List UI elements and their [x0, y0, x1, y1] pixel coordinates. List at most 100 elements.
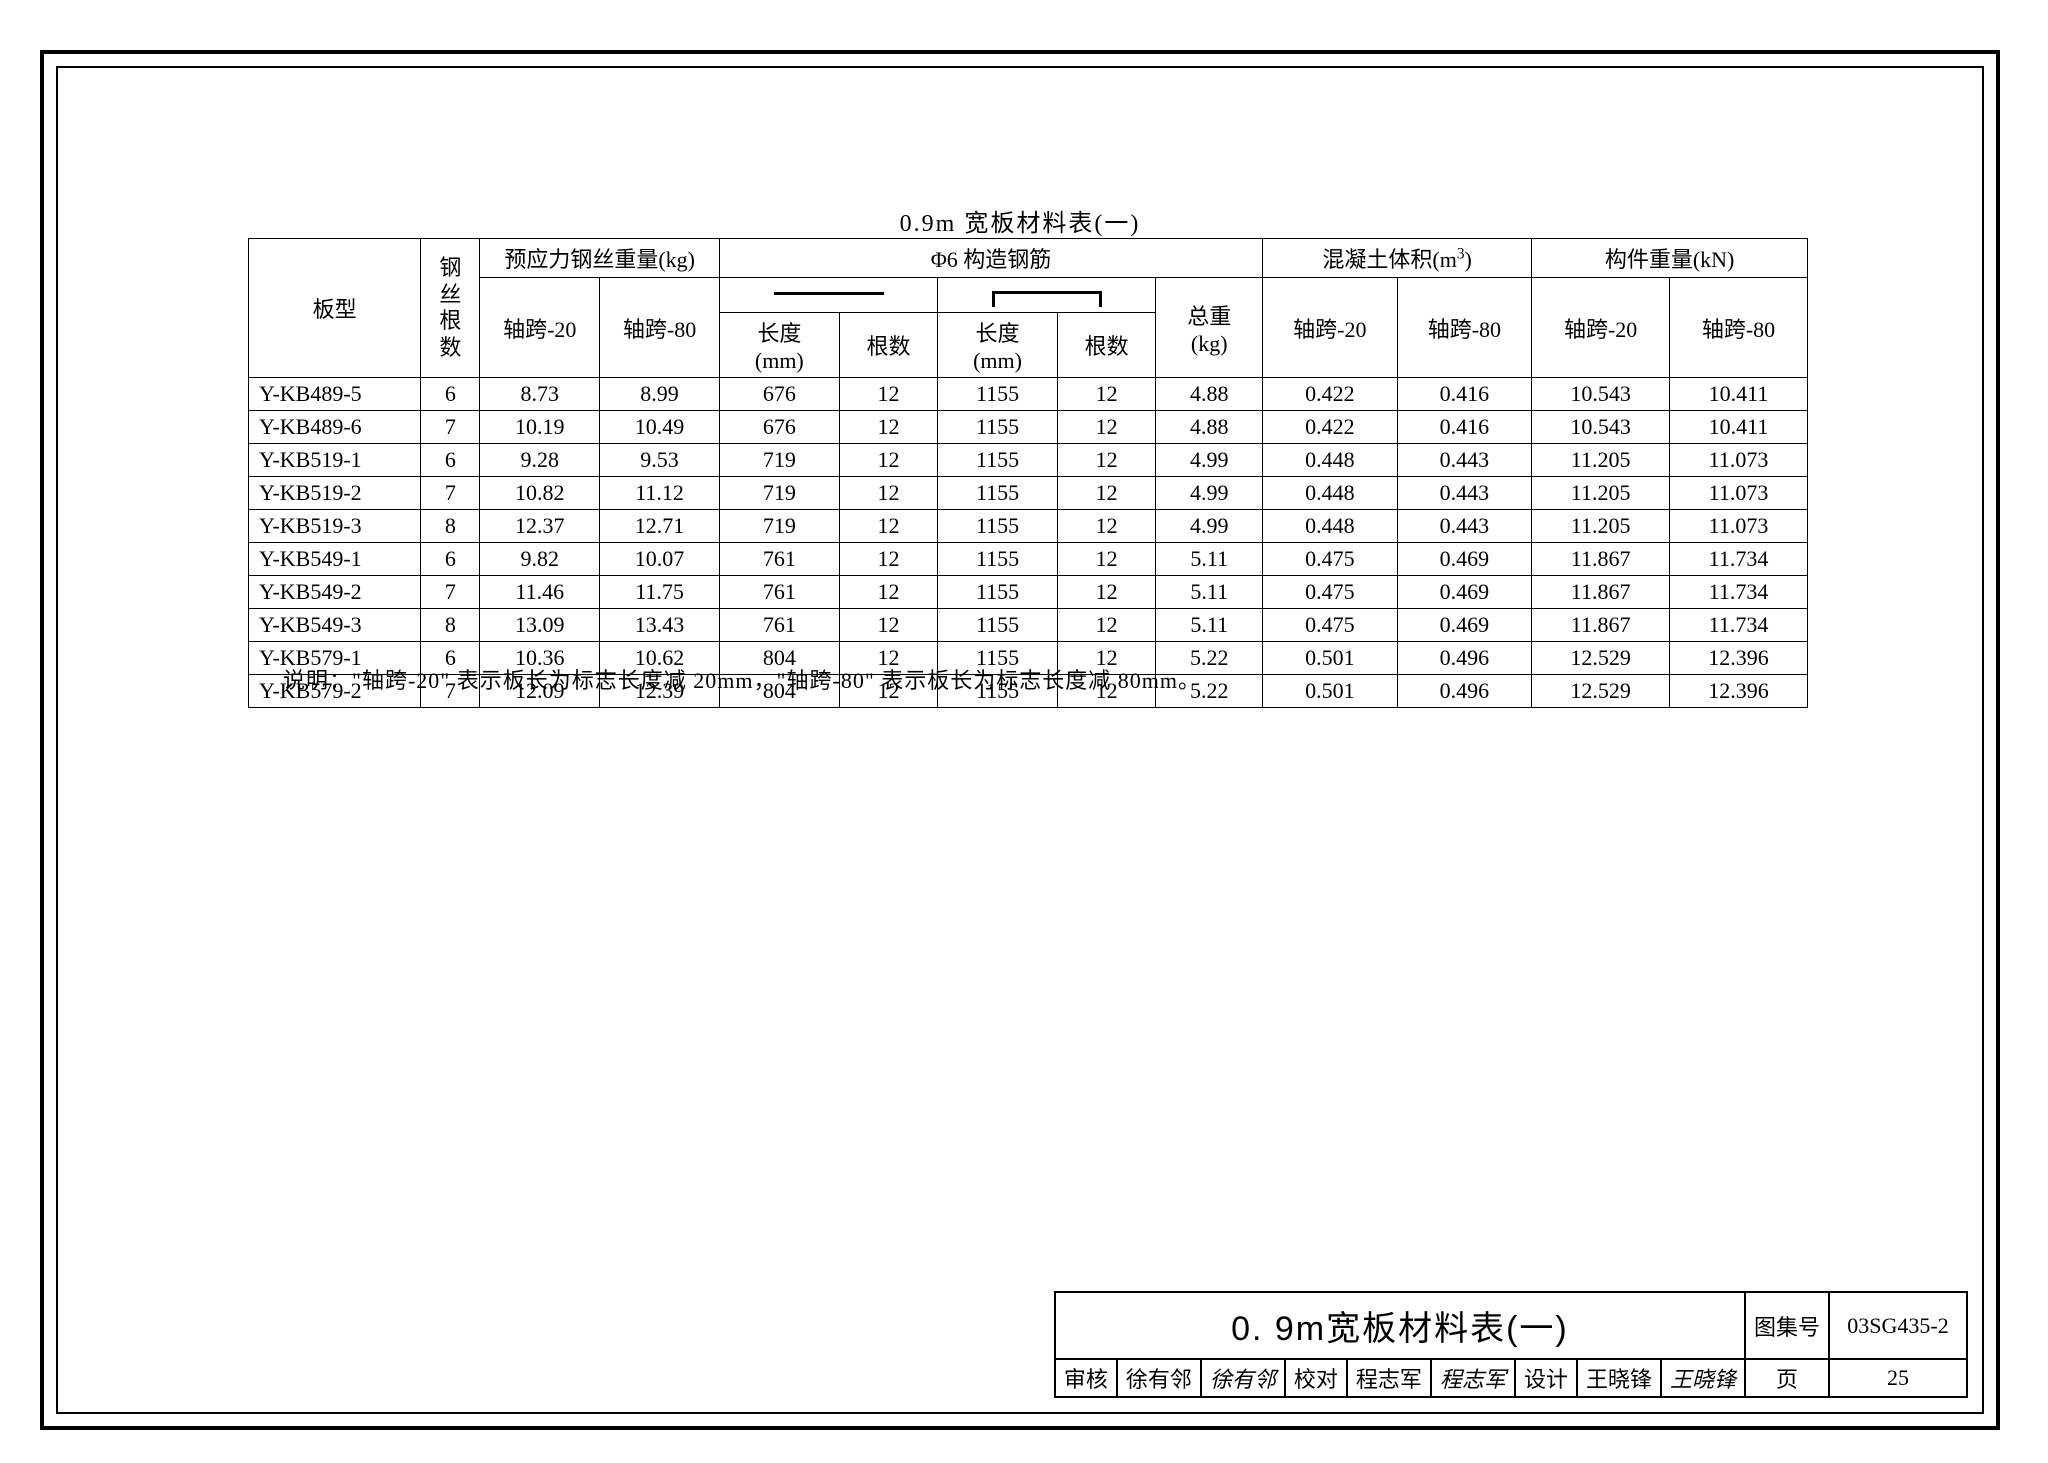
table-cell: Y-KB549-3 — [249, 609, 421, 642]
table-cell: 12 — [1057, 477, 1155, 510]
inner-frame: 0.9m 宽板材料表(一) 板型 钢丝根数 预应力钢丝重量(kg) — [56, 66, 1984, 1414]
table-cell: 0.422 — [1263, 411, 1398, 444]
table-row: Y-KB489-6710.1910.49676121155124.880.422… — [249, 411, 1808, 444]
table-cell: 761 — [719, 576, 839, 609]
table-cell: 11.12 — [600, 477, 720, 510]
table-cell: 5.11 — [1156, 576, 1263, 609]
th-weight-80: 轴跨-80 — [1670, 278, 1808, 378]
table-cell: 0.469 — [1397, 609, 1532, 642]
table-cell: 13.09 — [480, 609, 600, 642]
table-cell: 10.82 — [480, 477, 600, 510]
table-cell: 719 — [719, 477, 839, 510]
table-cell: 12 — [1057, 576, 1155, 609]
table-cell: 10.411 — [1670, 378, 1808, 411]
table-cell: 11.205 — [1532, 477, 1670, 510]
th-rebar-group: Φ6 构造钢筋 — [719, 239, 1262, 278]
table-head: 板型 钢丝根数 预应力钢丝重量(kg) Φ6 构造钢筋 混凝土体积(m3) 构件… — [249, 239, 1808, 378]
th-prestress-group: 预应力钢丝重量(kg) — [480, 239, 720, 278]
table-cell: Y-KB489-6 — [249, 411, 421, 444]
table-cell: 0.443 — [1397, 444, 1532, 477]
th-rebar-shape-hook — [938, 278, 1156, 313]
note-text: 说明："轴跨-20" 表示板长为标志长度减 20mm，"轴跨-80" 表示板长为… — [283, 663, 1201, 695]
table-cell: 8 — [421, 510, 480, 543]
table-cell: 10.543 — [1532, 378, 1670, 411]
table-cell: 0.448 — [1263, 477, 1398, 510]
table-cell: 12.396 — [1670, 642, 1808, 675]
table-cell: 0.448 — [1263, 444, 1398, 477]
table-row: Y-KB549-2711.4611.75761121155125.110.475… — [249, 576, 1808, 609]
table-cell: 13.43 — [600, 609, 720, 642]
table-cell: 12 — [1057, 609, 1155, 642]
table-cell: 10.543 — [1532, 411, 1670, 444]
th-model: 板型 — [249, 239, 421, 378]
th-concrete-80: 轴跨-80 — [1397, 278, 1532, 378]
tb-check-label: 校对 — [1285, 1359, 1347, 1397]
table-cell: Y-KB519-3 — [249, 510, 421, 543]
th-wirecount: 钢丝根数 — [421, 239, 480, 378]
table-cell: 12 — [839, 510, 937, 543]
table-cell: 0.501 — [1263, 675, 1398, 708]
table-cell: 6 — [421, 444, 480, 477]
page: 0.9m 宽板材料表(一) 板型 钢丝根数 预应力钢丝重量(kg) — [0, 0, 2048, 1463]
th-concrete-20: 轴跨-20 — [1263, 278, 1398, 378]
table-cell: 7 — [421, 411, 480, 444]
table-cell: 11.867 — [1532, 609, 1670, 642]
table-cell: 9.53 — [600, 444, 720, 477]
tb-design-name: 王晓锋 — [1577, 1359, 1661, 1397]
table-cell: 12.529 — [1532, 642, 1670, 675]
th-qty1: 根数 — [839, 313, 937, 378]
table-cell: 9.82 — [480, 543, 600, 576]
tb-review-name: 徐有邻 — [1117, 1359, 1201, 1397]
table-cell: 719 — [719, 444, 839, 477]
tb-check-sig: 程志军 — [1431, 1359, 1515, 1397]
th-rebar-total: 总重(kg) — [1156, 278, 1263, 378]
table-row: Y-KB549-169.8210.07761121155125.110.4750… — [249, 543, 1808, 576]
tb-review-label: 审核 — [1055, 1359, 1117, 1397]
table-cell: 10.07 — [600, 543, 720, 576]
table-cell: 761 — [719, 543, 839, 576]
table-cell: 4.88 — [1156, 378, 1263, 411]
table-cell: 12.396 — [1670, 675, 1808, 708]
table-cell: 4.99 — [1156, 444, 1263, 477]
th-rebar-shape-straight — [719, 278, 937, 313]
table-cell: 4.99 — [1156, 510, 1263, 543]
table-cell: 12 — [839, 609, 937, 642]
table-cell: 11.46 — [480, 576, 600, 609]
table-cell: 11.734 — [1670, 576, 1808, 609]
tb-atlas-label: 图集号 — [1745, 1292, 1829, 1359]
table-cell: 7 — [421, 576, 480, 609]
table-title: 0.9m 宽板材料表(一) — [58, 203, 1982, 238]
material-table: 板型 钢丝根数 预应力钢丝重量(kg) Φ6 构造钢筋 混凝土体积(m3) 构件… — [248, 238, 1808, 708]
table-cell: Y-KB489-5 — [249, 378, 421, 411]
table-cell: 0.422 — [1263, 378, 1398, 411]
table-cell: 10.49 — [600, 411, 720, 444]
table-cell: 11.073 — [1670, 477, 1808, 510]
table-cell: 12 — [839, 444, 937, 477]
table-cell: 0.443 — [1397, 477, 1532, 510]
table-cell: 11.205 — [1532, 510, 1670, 543]
table-cell: 1155 — [938, 444, 1058, 477]
table-cell: 676 — [719, 411, 839, 444]
table-cell: 12 — [1057, 510, 1155, 543]
tb-check-name: 程志军 — [1347, 1359, 1431, 1397]
table-cell: 12.71 — [600, 510, 720, 543]
table-cell: 11.867 — [1532, 576, 1670, 609]
table-cell: 8.99 — [600, 378, 720, 411]
tb-title: 0. 9m宽板材料表(一) — [1055, 1292, 1745, 1359]
table-cell: 0.469 — [1397, 543, 1532, 576]
table-cell: 11.867 — [1532, 543, 1670, 576]
th-len2: 长度(mm) — [938, 313, 1058, 378]
table-cell: 761 — [719, 609, 839, 642]
th-concrete-group: 混凝土体积(m3) — [1263, 239, 1532, 278]
th-weight-group: 构件重量(kN) — [1532, 239, 1808, 278]
tb-page-value: 25 — [1829, 1359, 1967, 1397]
table-cell: 1155 — [938, 510, 1058, 543]
table-cell: 5.11 — [1156, 609, 1263, 642]
table-cell: 0.469 — [1397, 576, 1532, 609]
table-cell: Y-KB549-2 — [249, 576, 421, 609]
table-cell: 12 — [1057, 378, 1155, 411]
table-cell: 11.734 — [1670, 543, 1808, 576]
table-row: Y-KB519-3812.3712.71719121155124.990.448… — [249, 510, 1808, 543]
table-cell: 6 — [421, 378, 480, 411]
table-cell: 12 — [839, 378, 937, 411]
